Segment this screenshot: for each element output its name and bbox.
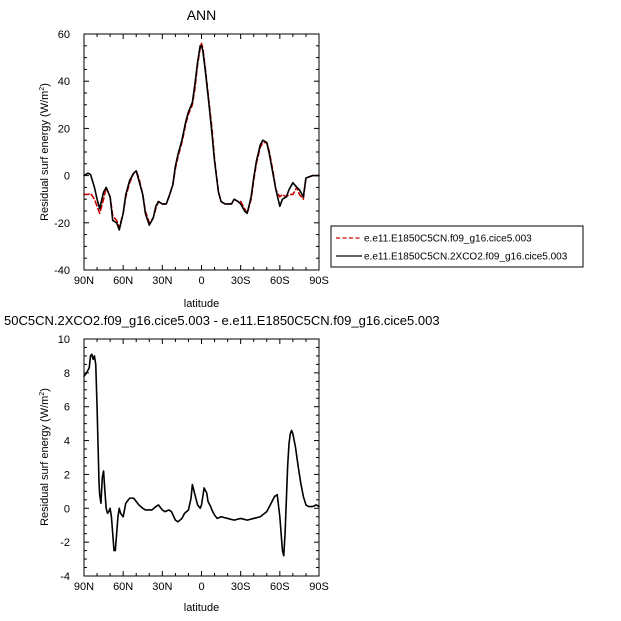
y-tick-label: 60 xyxy=(58,29,70,41)
x-tick-label: 30N xyxy=(152,275,172,287)
x-tick-label: 0 xyxy=(198,581,204,593)
y-tick-label: 40 xyxy=(58,76,70,88)
x-tick-label: 0 xyxy=(198,275,204,287)
series-line-0 xyxy=(83,353,320,557)
y-tick-label: 0 xyxy=(64,171,70,183)
plot-frame xyxy=(83,33,320,271)
y-tick-label: 20 xyxy=(58,123,70,135)
difference-panel: 50C5CN.2XCO2.f09_g16.cice5.003 - e.e11.E… xyxy=(4,313,440,614)
y-tick-label: -40 xyxy=(54,265,70,277)
chart-title: ANN xyxy=(187,7,217,23)
series-line-0 xyxy=(83,42,320,229)
x-tick-label: 90N xyxy=(74,275,94,287)
y-tick-label: 0 xyxy=(64,503,70,515)
x-tick-label: 30S xyxy=(231,275,251,287)
series-line-1 xyxy=(83,44,320,231)
legend-label-2xco2: e.e11.E1850C5CN.2XCO2.f09_g16.cice5.003 xyxy=(364,252,568,263)
plot-frame xyxy=(83,338,320,577)
legend-label-control: e.e11.E1850C5CN.f09_g16.cice5.003 xyxy=(364,234,532,245)
y-tick-label: 8 xyxy=(64,368,70,380)
legend-box xyxy=(330,225,584,268)
x-axis-label: latitude xyxy=(184,298,219,310)
chart-title: 50C5CN.2XCO2.f09_g16.cice5.003 - e.e11.E… xyxy=(4,313,440,328)
x-tick-label: 60N xyxy=(113,581,133,593)
y-axis-label: Residual surf energy (W/m2) xyxy=(39,388,51,526)
x-tick-label: 90S xyxy=(309,275,329,287)
x-tick-label: 90S xyxy=(309,581,329,593)
y-tick-label: 10 xyxy=(58,334,70,346)
x-tick-label: 60S xyxy=(270,581,290,593)
x-tick-label: 90N xyxy=(74,581,94,593)
x-tick-label: 30N xyxy=(152,581,172,593)
x-axis-label: latitude xyxy=(184,602,219,614)
annual-residual-energy-panel: ANN 90N 60N 30N 0 30S 60S 90S -40 -20 0 20 40 60 lat… xyxy=(39,7,584,310)
x-tick-label: 60N xyxy=(113,275,133,287)
y-tick-label: 4 xyxy=(64,436,70,448)
y-axis-label: Residual surf energy (W/m2) xyxy=(39,83,51,221)
y-tick-label: -20 xyxy=(54,218,70,230)
x-tick-label: 60S xyxy=(270,275,290,287)
legend: e.e11.E1850C5CN.f09_g16.cice5.003 e.e11.… xyxy=(330,225,584,268)
y-tick-label: -4 xyxy=(60,571,70,583)
y-tick-label: 2 xyxy=(64,469,70,481)
x-tick-label: 30S xyxy=(231,581,251,593)
y-tick-label: -2 xyxy=(60,537,70,549)
y-tick-label: 6 xyxy=(64,402,70,414)
